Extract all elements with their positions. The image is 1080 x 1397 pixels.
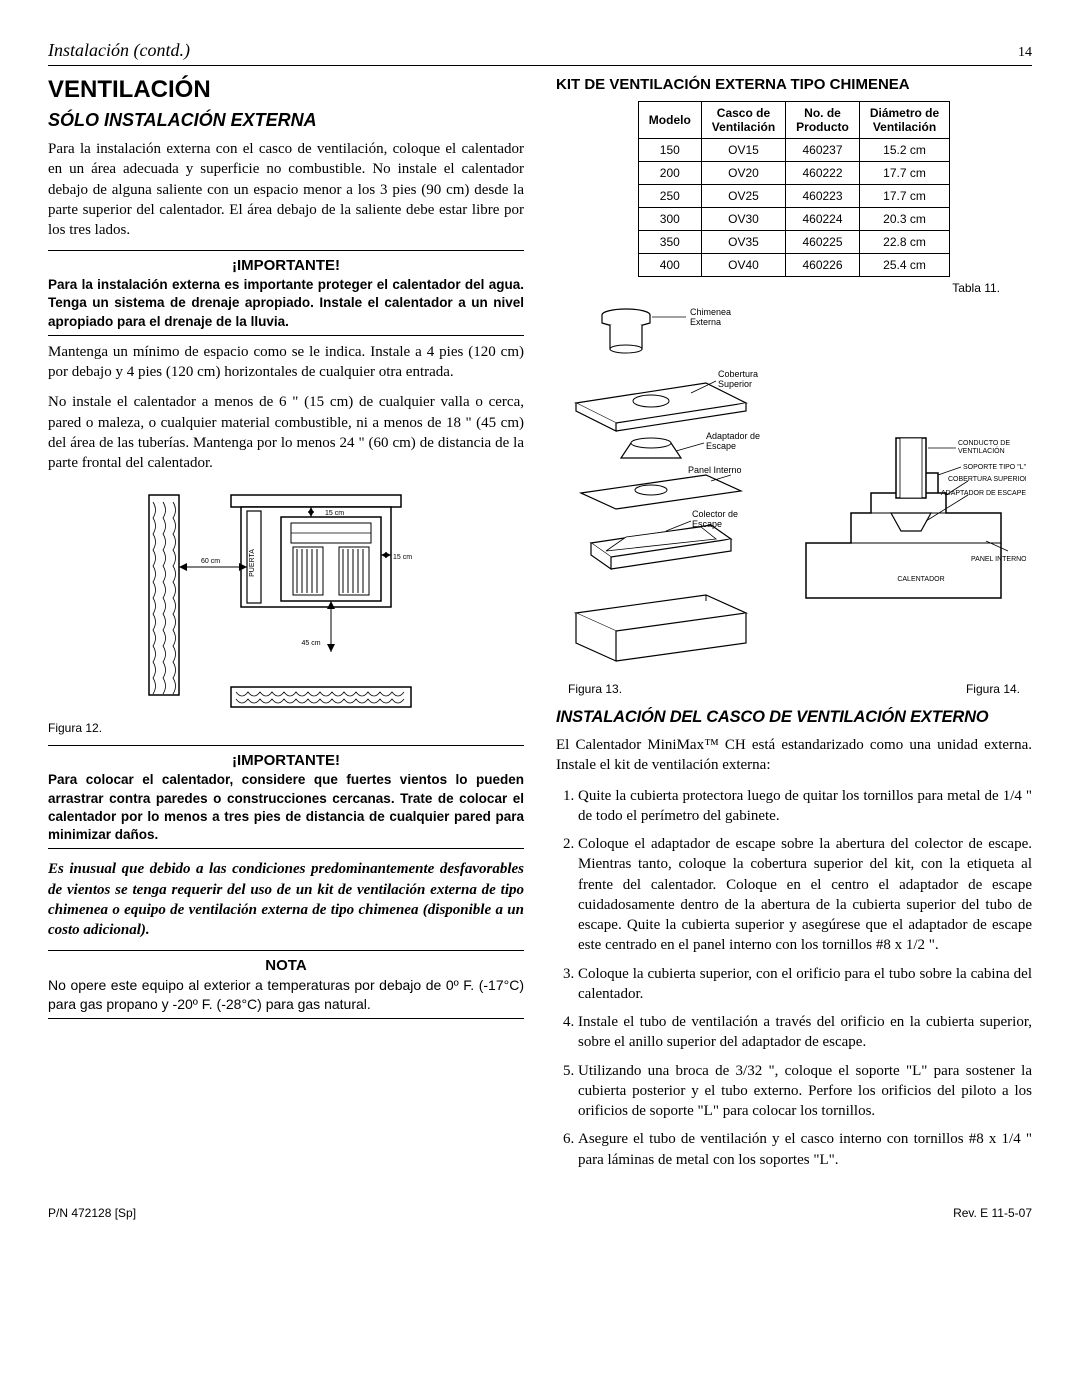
svg-text:PUERTA: PUERTA (249, 549, 256, 577)
kit-heading: KIT DE VENTILACIÓN EXTERNA TIPO CHIMENEA (556, 76, 1032, 93)
figure-12: PUERTA 15 cm 1 (48, 487, 524, 735)
table-cell: OV15 (701, 139, 785, 162)
left-column: VENTILACIÓN SÓLO INSTALACIÓN EXTERNA Par… (48, 76, 524, 1178)
install-casco-heading: INSTALACIÓN DEL CASCO DE VENTILACIÓN EXT… (556, 708, 1032, 727)
table-cell: 460237 (786, 139, 860, 162)
paragraph: Mantenga un mínimo de espacio como se le… (48, 342, 524, 383)
table-cell: 460224 (786, 208, 860, 231)
table-header: Modelo (638, 102, 701, 139)
svg-text:60 cm: 60 cm (201, 558, 220, 565)
table-row: 300OV3046022420.3 cm (638, 208, 949, 231)
list-item: Quite la cubierta protectora luego de qu… (578, 786, 1032, 827)
table-row: 150OV1546023715.2 cm (638, 139, 949, 162)
install-steps: Quite la cubierta protectora luego de qu… (556, 786, 1032, 1170)
table-label: Tabla 11. (556, 281, 1000, 295)
fig14-soporte-label: SOPORTE TIPO "L" (963, 464, 1026, 471)
list-item: Coloque el adaptador de escape sobre la … (578, 834, 1032, 956)
divider (48, 950, 524, 951)
table-cell: OV40 (701, 254, 785, 277)
table-cell: 150 (638, 139, 701, 162)
fig14-panel-label: PANEL INTERNO (971, 556, 1026, 563)
table-cell: 200 (638, 162, 701, 185)
footer-right: Rev. E 11-5-07 (953, 1206, 1032, 1220)
table-row: 200OV2046022217.7 cm (638, 162, 949, 185)
page-number: 14 (1018, 45, 1032, 61)
fig14-adaptador-label: ADAPTADOR DE ESCAPE (941, 490, 1026, 497)
paragraph: El Calentador MiniMax™ CH está estandari… (556, 735, 1032, 776)
paragraph: Para la instalación externa con el casco… (48, 139, 524, 240)
table-row: 350OV3546022522.8 cm (638, 231, 949, 254)
vent-kit-table: ModeloCasco deVentilaciónNo. deProductoD… (638, 101, 950, 277)
divider (48, 1018, 524, 1019)
italic-note: Es inusual que debido a las condiciones … (48, 859, 524, 940)
important-heading: ¡IMPORTANTE! (48, 752, 524, 769)
nota-body: No opere este equipo al exterior a tempe… (48, 976, 524, 1014)
fig13-adaptador-label: Adaptador deEscape (706, 431, 760, 451)
divider (48, 335, 524, 336)
table-cell: OV20 (701, 162, 785, 185)
list-item: Asegure el tubo de ventilación y el casc… (578, 1129, 1032, 1170)
table-cell: 20.3 cm (859, 208, 949, 231)
subsection-heading: SÓLO INSTALACIÓN EXTERNA (48, 110, 524, 131)
table-cell: OV30 (701, 208, 785, 231)
footer-left: P/N 472128 [Sp] (48, 1206, 136, 1220)
figure-13-label: Figura 13. (568, 682, 622, 696)
table-cell: 300 (638, 208, 701, 231)
table-header: No. deProducto (786, 102, 860, 139)
table-cell: 460225 (786, 231, 860, 254)
table-cell: 460222 (786, 162, 860, 185)
fig14-conducto-label: CONDUCTO DEVENTILACIÓN (958, 440, 1010, 455)
figure-14-label: Figura 14. (966, 682, 1020, 696)
header-title: Instalación (contd.) (48, 40, 190, 61)
important-heading: ¡IMPORTANTE! (48, 257, 524, 274)
right-column: KIT DE VENTILACIÓN EXTERNA TIPO CHIMENEA… (556, 76, 1032, 1178)
header-rule (48, 65, 1032, 66)
divider (48, 745, 524, 746)
fig14-calentador-label: CALENTADOR (897, 576, 944, 583)
figures-13-14: ChimeneaExterna CoberturaSuperior Adapta… (556, 303, 1032, 696)
table-cell: OV25 (701, 185, 785, 208)
list-item: Utilizando una broca de 3/32 ", coloque … (578, 1061, 1032, 1122)
table-cell: 25.4 cm (859, 254, 949, 277)
table-cell: 15.2 cm (859, 139, 949, 162)
table-cell: 460226 (786, 254, 860, 277)
fig13-cobertura-label: CoberturaSuperior (718, 369, 758, 389)
divider (48, 250, 524, 251)
fig14-cobertura-label: COBERTURA SUPERIOR (948, 476, 1026, 483)
figure-12-label: Figura 12. (48, 721, 524, 735)
table-cell: 17.7 cm (859, 162, 949, 185)
table-header: Diámetro deVentilación (859, 102, 949, 139)
table-cell: 460223 (786, 185, 860, 208)
table-cell: OV35 (701, 231, 785, 254)
important-body: Para colocar el calentador, considere qu… (48, 771, 524, 844)
svg-text:15 cm: 15 cm (325, 510, 344, 517)
table-row: 250OV2546022317.7 cm (638, 185, 949, 208)
table-cell: 17.7 cm (859, 185, 949, 208)
header: Instalación (contd.) 14 (48, 40, 1032, 61)
paragraph: No instale el calentador a menos de 6 " … (48, 392, 524, 473)
table-cell: 400 (638, 254, 701, 277)
important-body: Para la instalación externa es important… (48, 276, 524, 331)
fig13-panel-label: Panel Interno (688, 465, 742, 475)
table-cell: 250 (638, 185, 701, 208)
divider (48, 848, 524, 849)
list-item: Instale el tubo de ventilación a través … (578, 1012, 1032, 1053)
footer: P/N 472128 [Sp] Rev. E 11-5-07 (48, 1206, 1032, 1220)
table-header: Casco deVentilación (701, 102, 785, 139)
fig13-chimenea-label: ChimeneaExterna (690, 307, 731, 327)
svg-text:15 cm: 15 cm (393, 554, 412, 561)
section-heading: VENTILACIÓN (48, 76, 524, 104)
table-cell: 22.8 cm (859, 231, 949, 254)
svg-text:45 cm: 45 cm (301, 640, 320, 647)
table-cell: 350 (638, 231, 701, 254)
list-item: Coloque la cubierta superior, con el ori… (578, 964, 1032, 1005)
nota-heading: NOTA (48, 957, 524, 974)
table-row: 400OV4046022625.4 cm (638, 254, 949, 277)
fig13-colector-label: Colector deEscape (692, 509, 738, 529)
